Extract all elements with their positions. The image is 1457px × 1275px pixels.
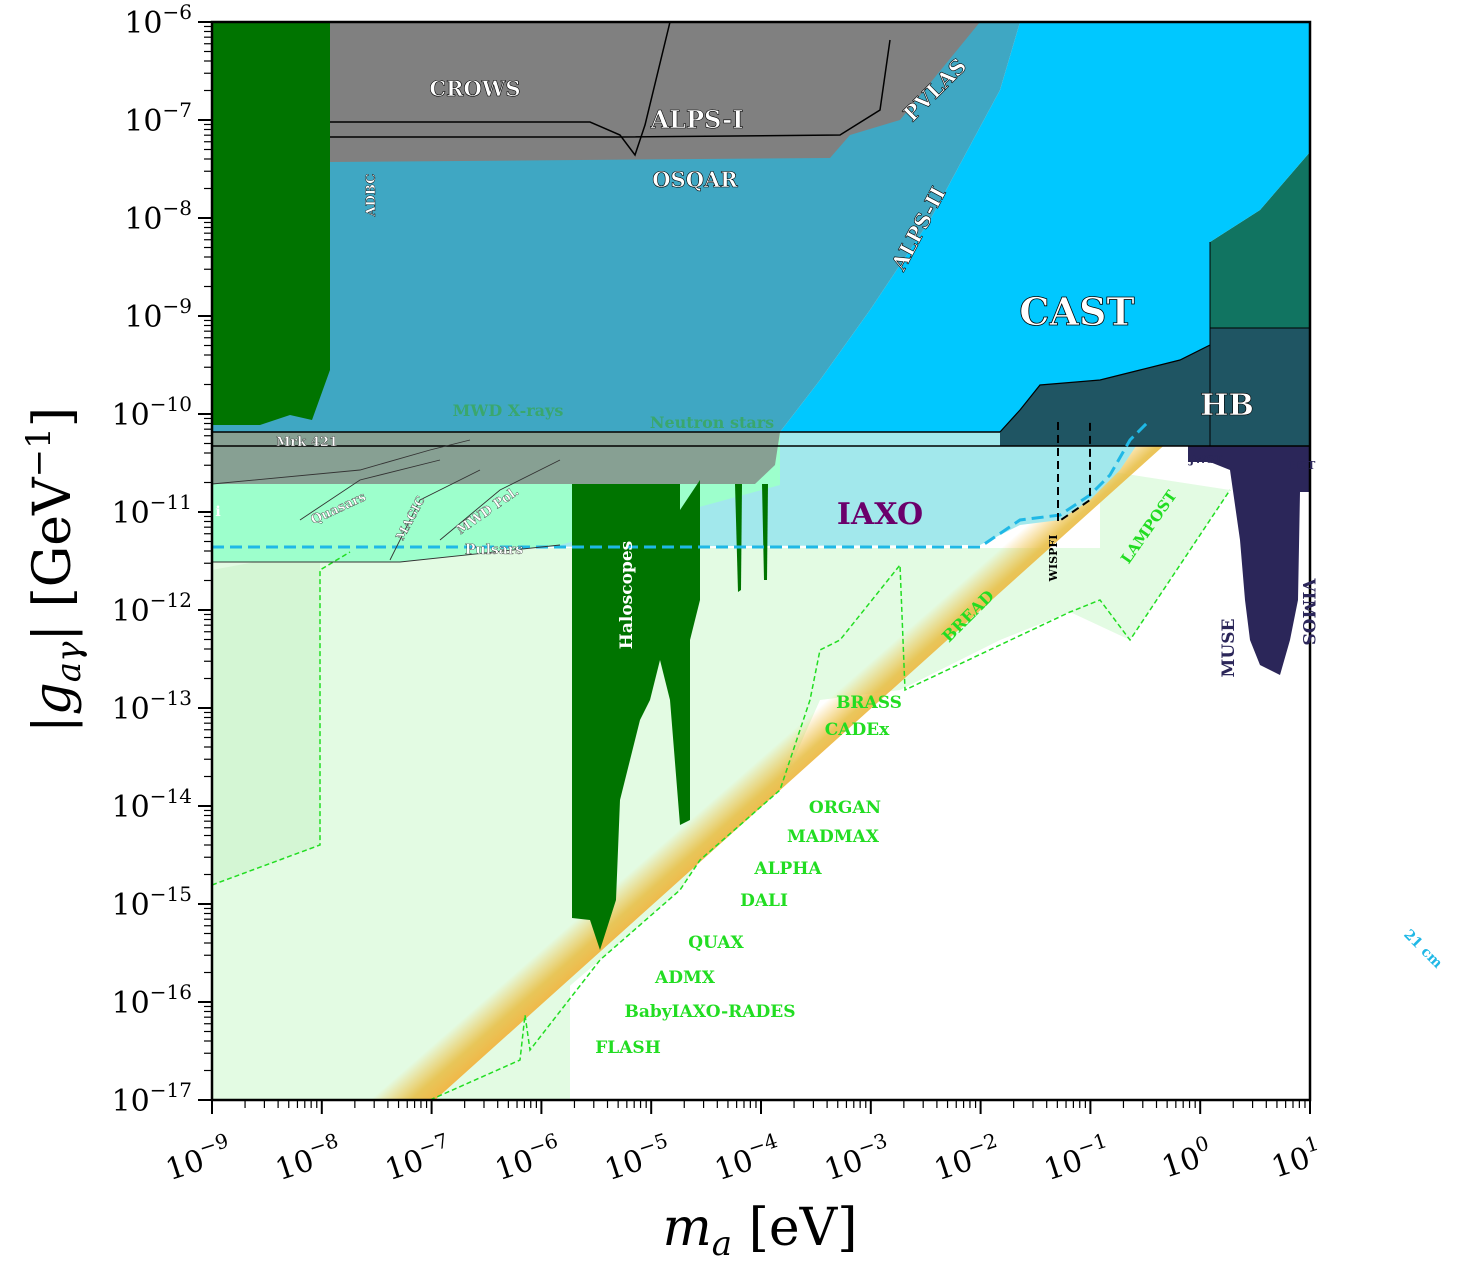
- x-tick-label: 101: [1266, 1131, 1327, 1186]
- label-iaxo: IAXO: [837, 497, 923, 532]
- x-axis-ticks: 10−9 10−8 10−7 10−6 10−5 10−4 10−3 10−2 10−1 100 1…: [160, 1100, 1327, 1188]
- haloscope-spike-1: [735, 484, 742, 592]
- label-pulsars: Pulsars: [465, 542, 523, 558]
- label-cadex: CADEx: [825, 720, 890, 740]
- label-muse: MUSE: [1219, 619, 1239, 678]
- y-tick-label: 10−15: [112, 882, 192, 923]
- y-axis-ticks: 10−17 10−16 10−15 10−14 10−13 10−12 10−11 10−10…: [112, 0, 212, 1119]
- y-tick-label: 10−16: [112, 980, 192, 1021]
- hb-region: [1000, 328, 1310, 446]
- haloscope-region-main: [572, 480, 700, 950]
- y-axis-label: |gaγ| [GeV−1]: [19, 407, 89, 733]
- haloscope-region-left: [212, 22, 330, 425]
- label-dali: DALI: [740, 891, 788, 911]
- cast-outline: [999, 344, 1211, 433]
- y-tick-label: 10−13: [112, 686, 192, 727]
- future-left-region: [212, 550, 320, 885]
- x-tick-label: 10−1: [1038, 1128, 1115, 1188]
- label-admx: ADMX: [654, 968, 716, 988]
- x-axis-label: ma [eV]: [662, 1198, 857, 1264]
- y-tick-label: 10−7: [124, 98, 192, 139]
- label-alpha: ALPHA: [753, 859, 822, 879]
- y-tick-label: 10−12: [112, 588, 192, 629]
- x-tick-label: 10−9: [160, 1128, 237, 1188]
- x-tick-label: 10−6: [489, 1128, 566, 1188]
- label-21cm: 21 cm: [1400, 927, 1445, 972]
- haloscope-spike-2: [762, 484, 768, 580]
- iaxo-dashed-line: [212, 418, 1152, 549]
- crows-line: [330, 22, 671, 157]
- label-wispfi: WISPFI: [1047, 535, 1060, 583]
- label-flash: FLASH: [595, 1038, 661, 1058]
- y-tick-label: 10−10: [112, 392, 192, 433]
- y-tick-label: 10−8: [124, 196, 192, 237]
- x-tick-label: 10−2: [928, 1128, 1005, 1188]
- y-tick-label: 10−11: [112, 490, 192, 531]
- label-vimos: VIMOS: [1298, 577, 1318, 645]
- qcd-axion-band: [330, 400, 1210, 1100]
- label-osqar: OSQAR: [652, 167, 738, 192]
- x-tick-label: 10−3: [818, 1128, 895, 1188]
- label-organ: ORGAN: [809, 798, 881, 818]
- astro-outlines: [212, 439, 561, 563]
- label-mrk421: Mrk 421: [276, 435, 338, 450]
- cast-region: [780, 22, 1310, 432]
- label-jwst: JWST: [1188, 453, 1224, 466]
- y-tick-label: 10−9: [124, 294, 192, 335]
- label-haloscopes: Haloscopes: [617, 541, 637, 649]
- label-neutron-stars: Neutron stars: [650, 413, 774, 432]
- label-brass: BRASS: [836, 693, 902, 713]
- future-dashed-line: [212, 489, 1231, 1100]
- x-tick-label: 10−8: [269, 1128, 346, 1188]
- label-crows: CROWS: [429, 76, 520, 101]
- x-tick-label: 10−5: [599, 1128, 676, 1188]
- telescope-region: [1188, 446, 1310, 675]
- wispfi-dashed-line: [1057, 422, 1091, 524]
- y-tick-label: 10−6: [124, 0, 192, 41]
- crows-alps-pvlas-region: [330, 22, 980, 162]
- label-mwd-xrays: MWD X-rays: [453, 401, 564, 420]
- x-tick-label: 10−7: [379, 1128, 456, 1188]
- label-madmax: MADMAX: [787, 827, 880, 847]
- label-chandra: i: [215, 504, 220, 520]
- label-quax: QUAX: [688, 933, 744, 953]
- x-tick-label: 100: [1156, 1131, 1217, 1186]
- label-cast: CAST: [1019, 289, 1134, 334]
- label-alps1: ALPS-I: [650, 105, 744, 134]
- y-tick-label: 10−17: [112, 1078, 192, 1119]
- hb-top-region: [1210, 152, 1310, 328]
- label-hst: HST: [1289, 459, 1316, 472]
- label-babyiaxo-rades: BabyIAXO-RADES: [625, 1002, 796, 1022]
- label-hb: HB: [1200, 388, 1254, 423]
- label-adbc: ADBC: [364, 174, 379, 218]
- y-tick-label: 10−14: [112, 784, 192, 825]
- x-tick-label: 10−4: [709, 1128, 786, 1188]
- alps1-line: [330, 39, 891, 138]
